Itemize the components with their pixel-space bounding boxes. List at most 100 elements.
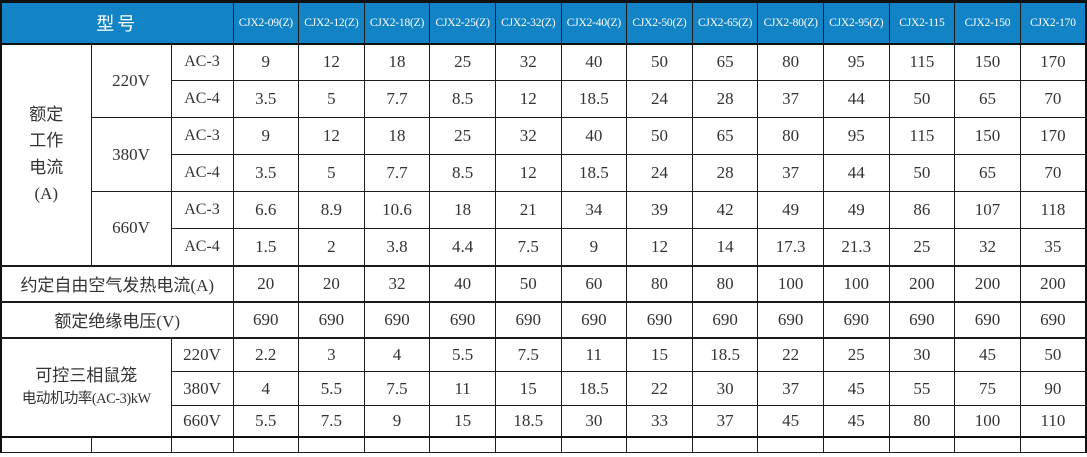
model-header-cell: CJX2-18(Z) — [363, 1, 431, 45]
voltage-cell: 220V — [90, 43, 172, 118]
load-class-cell: AC-3 — [170, 117, 234, 155]
value-cell: 34 — [560, 191, 628, 229]
value-cell: 40 — [560, 43, 628, 81]
voltage-cell: 380V — [90, 117, 172, 192]
insulation-voltage-row: 额定绝缘电压(V) 690 690 690 690 690 690 690 69… — [0, 300, 1087, 338]
model-header-cell: CJX2-09(Z) — [232, 1, 300, 45]
value-cell: 70 — [1019, 80, 1087, 118]
value-cell: 3.5 — [232, 80, 300, 118]
value-cell: 45 — [822, 371, 890, 406]
value-cell: 80 — [757, 43, 824, 81]
value-cell: 15 — [494, 371, 562, 406]
load-class-cell: AC-4 — [170, 80, 234, 118]
value-cell: 65 — [691, 117, 759, 155]
model-header-cell: CJX2-40(Z) — [560, 1, 628, 45]
value-cell: 37 — [691, 405, 759, 437]
value-cell: 690 — [298, 300, 365, 338]
voltage-cell: 660V — [170, 405, 234, 437]
value-cell: 65 — [954, 154, 1021, 192]
value-cell: 18 — [363, 43, 431, 81]
value-cell: 60 — [560, 264, 628, 302]
value-cell: 32 — [494, 117, 562, 155]
voltage-cell: 660V — [90, 191, 172, 266]
value-cell: 100 — [757, 264, 824, 302]
value-cell: 25 — [429, 117, 496, 155]
value-cell: 200 — [954, 264, 1021, 302]
value-cell: 25 — [888, 228, 956, 266]
value-cell: 42 — [691, 191, 759, 229]
motor-power-380v-row: 380V 4 5.5 7.5 11 15 18.5 22 30 37 45 55… — [1, 371, 1087, 406]
value-cell: 37 — [757, 371, 824, 406]
value-cell: 7.7 — [363, 80, 431, 118]
value-cell: 50 — [626, 43, 693, 81]
value-cell: 7.5 — [494, 228, 562, 266]
model-column-label: 型号 — [0, 1, 234, 45]
label-line: 工作 — [29, 131, 64, 151]
value-cell: 18.5 — [560, 80, 628, 118]
value-cell: 18 — [429, 191, 496, 229]
load-class-cell: AC-4 — [170, 228, 234, 266]
value-cell: 690 — [429, 300, 496, 338]
load-class-cell: AC-4 — [170, 154, 234, 192]
value-cell: 65 — [691, 43, 759, 81]
rated-current-660v-ac4-row: AC-4 1.5 2 3.8 4.4 7.5 9 12 14 17.3 21.3… — [1, 228, 1087, 266]
value-cell: 3 — [298, 336, 365, 372]
value-cell: 80 — [757, 117, 824, 155]
model-header-cell: CJX2-170 — [1019, 1, 1087, 45]
value-cell: 32 — [363, 264, 431, 302]
label-line: 电动机功率(AC-3)kW — [21, 390, 151, 407]
value-cell: 7.5 — [494, 336, 562, 372]
motor-power-660v-row: 660V 5.5 7.5 9 15 18.5 30 33 37 45 45 80… — [1, 405, 1087, 437]
value-cell: 690 — [1019, 300, 1087, 338]
label-line: 电流 — [29, 157, 64, 177]
value-cell: 49 — [822, 191, 890, 229]
value-cell: 80 — [888, 405, 956, 437]
value-cell: 21.3 — [822, 228, 890, 266]
value-cell: 25 — [822, 336, 890, 372]
value-cell: 150 — [954, 43, 1021, 81]
value-cell: 7.5 — [363, 371, 431, 406]
value-cell: 75 — [954, 371, 1021, 406]
value-cell: 115 — [888, 43, 956, 81]
value-cell: 4 — [232, 371, 300, 406]
model-header-cell: CJX2-12(Z) — [298, 1, 365, 45]
load-class-cell: AC-3 — [170, 191, 234, 229]
value-cell: 12 — [494, 80, 562, 118]
value-cell: 2.2 — [232, 336, 300, 372]
value-cell: 690 — [757, 300, 824, 338]
value-cell: 24 — [626, 154, 693, 192]
value-cell: 28 — [691, 154, 759, 192]
model-header-cell: CJX2-95(Z) — [822, 1, 890, 45]
value-cell: 100 — [954, 405, 1021, 437]
model-header-cell: CJX2-65(Z) — [691, 1, 759, 45]
model-header-cell: CJX2-50(Z) — [626, 1, 693, 45]
value-cell: 5 — [298, 80, 365, 118]
value-cell: 12 — [626, 228, 693, 266]
voltage-cell: 220V — [170, 336, 234, 372]
voltage-cell: 380V — [170, 371, 234, 406]
value-cell: 3.8 — [363, 228, 431, 266]
value-cell: 8.5 — [429, 80, 496, 118]
value-cell: 17.3 — [757, 228, 824, 266]
model-header-cell: CJX2-115 — [888, 1, 956, 45]
value-cell: 30 — [888, 336, 956, 372]
value-cell: 22 — [626, 371, 693, 406]
value-cell: 95 — [822, 117, 890, 155]
value-cell: 44 — [822, 80, 890, 118]
value-cell: 22 — [757, 336, 824, 372]
value-cell: 8.9 — [298, 191, 365, 229]
value-cell: 20 — [298, 264, 365, 302]
value-cell: 30 — [691, 371, 759, 406]
value-cell: 45 — [954, 336, 1021, 372]
value-cell: 21 — [494, 191, 562, 229]
value-cell: 6.6 — [232, 191, 300, 229]
value-cell: 3.5 — [232, 154, 300, 192]
value-cell: 5.5 — [232, 405, 300, 437]
spec-table: 型号 CJX2-09(Z) CJX2-12(Z) CJX2-18(Z) CJX2… — [0, 0, 1087, 438]
label-line: 额定 — [29, 104, 64, 124]
value-cell: 45 — [822, 405, 890, 437]
value-cell: 2 — [298, 228, 365, 266]
value-cell: 1.5 — [232, 228, 300, 266]
value-cell: 90 — [1019, 371, 1087, 406]
